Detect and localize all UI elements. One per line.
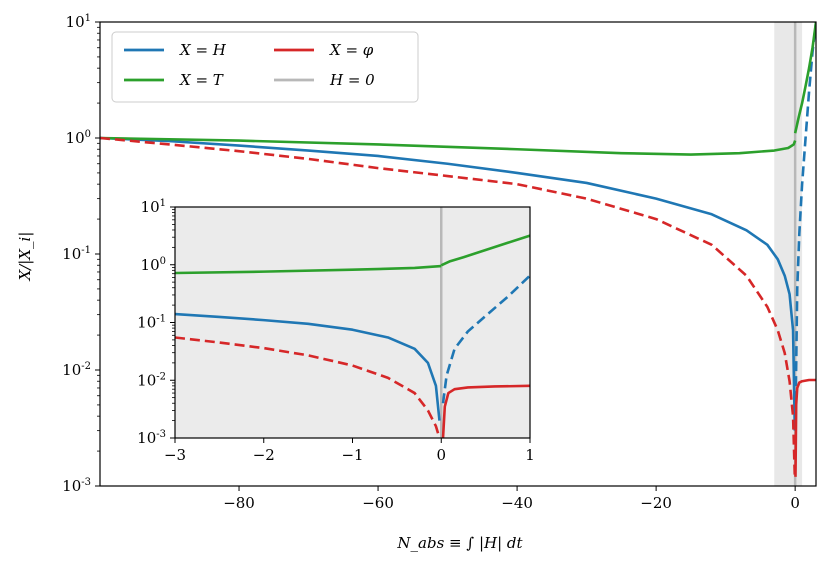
legend: X = H X = T X = φ H = 0 [111,31,419,103]
inset-y-tick-label: 101 [141,198,166,216]
inset-series-group [175,234,530,438]
legend-label-h: X = H [179,41,227,59]
series-phi-dashed-0 [100,136,797,477]
x-tick-label: −60 [362,494,394,512]
legend-label-h-zero: H = 0 [329,71,375,89]
x-tick-label: −80 [223,494,255,512]
series-h-dashed-1 [794,22,816,417]
inset-x-tick-label: −1 [341,446,363,464]
inset-x-tick-label: −2 [253,446,275,464]
y-tick-label: 10-1 [62,245,91,263]
legend-items: X = H X = T X = φ H = 0 [124,41,375,89]
x-tick-label: −20 [640,494,672,512]
inset-x-tick-label: −3 [164,446,186,464]
shaded-region [774,22,803,486]
legend-label-phi: X = φ [329,41,374,59]
inset-y-tick-label: 10-1 [137,314,166,332]
x-axis-label: N_abs ≡ ∫ |H| dt [396,534,523,552]
inset-y-tick-label: 100 [141,256,166,274]
legend-box [111,31,419,103]
series-h-solid-0 [100,136,797,431]
inset-series-h-dashed-1 [441,274,530,404]
main-y-ticks: 101 100 10-1 10-2 10-3 [62,13,100,495]
y-axis-label: X/|X_i| [16,232,34,282]
inset-series-phi-dashed-0 [175,336,441,438]
main-x-ticks: −80 −60 −40 −20 0 [223,486,800,512]
inset-plot: −3 −2 −1 0 1 101 100 10-1 10-2 10-3 [137,198,535,464]
inset-x-tick-label: 0 [436,446,446,464]
inset-x-tick-label: 1 [525,446,535,464]
legend-label-t: X = T [179,71,224,89]
x-tick-label: 0 [790,494,800,512]
main-plot-frame [99,21,817,487]
inset-series-t-solid-1 [440,234,530,267]
y-tick-label: 100 [66,129,91,147]
inset-y-tick-label: 10-3 [137,429,166,447]
inset-x-ticks: −3 −2 −1 0 1 [164,438,535,464]
inset-series-phi-solid-1 [441,384,530,438]
inset-y-tick-label: 10-2 [137,371,166,389]
y-tick-label: 10-3 [62,477,91,495]
series-t-solid-1 [793,22,816,134]
inset-plot-background [175,207,530,438]
inset-series-h-solid-0 [175,312,441,421]
inset-plot-frame [174,206,531,439]
series-t-solid-0 [100,136,797,156]
series-phi-solid-1 [794,378,816,477]
x-tick-label: −40 [501,494,533,512]
main-series-group [100,22,816,477]
y-tick-label: 10-2 [62,361,91,379]
y-tick-label: 101 [66,13,91,31]
inset-series-t-solid-0 [175,264,442,275]
